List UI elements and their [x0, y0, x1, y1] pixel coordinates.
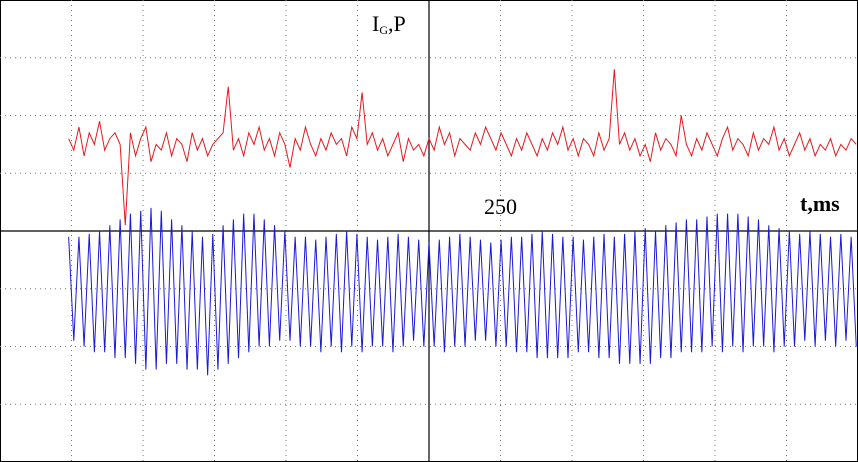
y-label-main: I: [372, 11, 379, 36]
y-label-sub: G: [379, 23, 388, 37]
signal-line: [68, 69, 857, 226]
y-axis-label: IG,P: [372, 11, 406, 37]
x-axis-label: t,ms: [800, 191, 840, 216]
y-label-rest: ,P: [388, 11, 406, 36]
signal-line: [68, 207, 857, 376]
x-tick-label: 250: [484, 194, 517, 219]
